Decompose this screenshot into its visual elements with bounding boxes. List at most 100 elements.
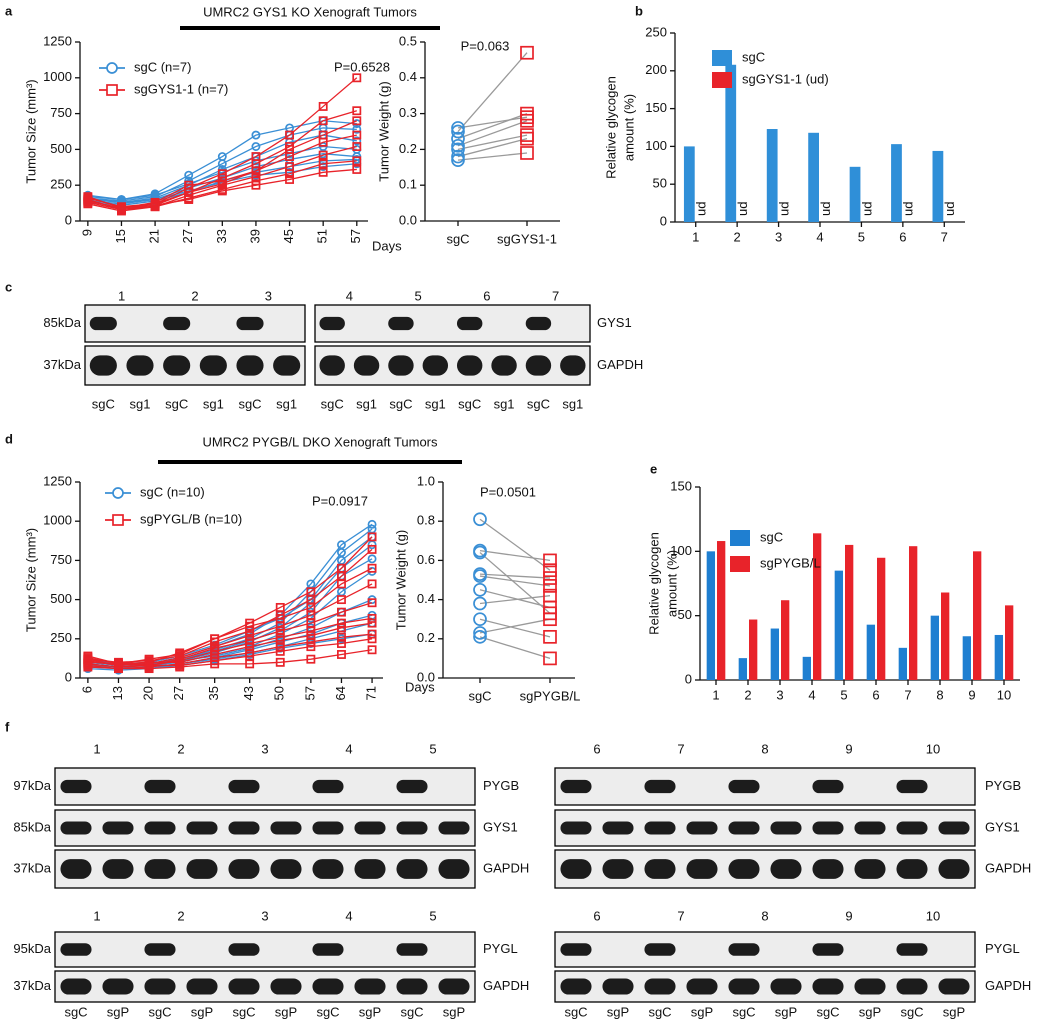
marker — [367, 613, 377, 623]
lane-group: 2 — [177, 741, 184, 756]
y-axis-label: Relative glycogen — [646, 532, 661, 635]
size-marker: 95kDa — [13, 941, 51, 956]
band — [60, 859, 92, 879]
x-tick-label: 43 — [241, 686, 256, 700]
marker — [306, 642, 316, 652]
size-marker: 37kDa — [13, 860, 51, 875]
band — [228, 779, 260, 794]
bar — [766, 129, 778, 222]
y-tick-label: 1.0 — [417, 473, 435, 488]
band — [186, 978, 218, 995]
x-tick-label: 1 — [692, 229, 699, 244]
marker — [543, 588, 557, 603]
marker — [337, 623, 346, 633]
protein-label: GAPDH — [597, 357, 643, 372]
lane-label: sg1 — [562, 396, 583, 411]
band — [396, 821, 428, 835]
band — [388, 316, 414, 331]
lane-label: sgC — [148, 1004, 171, 1019]
legend-swatch — [712, 50, 732, 66]
lane-group: 9 — [845, 908, 852, 923]
marker — [337, 632, 346, 642]
band — [228, 821, 260, 835]
y-axis-label: amount (%) — [664, 550, 679, 617]
lane-label: sgP — [691, 1004, 713, 1019]
band — [144, 943, 176, 956]
y-tick-label: 0.1 — [399, 177, 417, 192]
lane-label: sgC — [316, 1004, 339, 1019]
pair-line — [457, 120, 528, 147]
lane-label: sg1 — [130, 396, 151, 411]
band — [728, 821, 760, 835]
x-tick-label: 57 — [348, 229, 363, 243]
band — [812, 859, 844, 879]
y-tick-label: 100 — [670, 543, 692, 558]
pair-line — [457, 112, 528, 140]
marker — [543, 651, 557, 666]
bar — [834, 570, 843, 680]
marker — [83, 662, 93, 672]
marker — [352, 142, 362, 151]
marker — [367, 519, 377, 529]
band — [686, 821, 718, 835]
band — [388, 355, 414, 376]
x-tick-label: 5 — [858, 229, 865, 244]
lane-group: 7 — [552, 288, 559, 303]
marker — [245, 621, 255, 631]
lane-group: 1 — [93, 908, 100, 923]
bar — [683, 146, 695, 222]
marker — [251, 166, 261, 176]
marker — [473, 612, 487, 627]
band — [354, 978, 386, 995]
band — [312, 859, 344, 879]
marker — [245, 626, 255, 636]
marker — [451, 131, 465, 146]
y-tick-label: 1250 — [43, 473, 72, 488]
growth-line — [87, 622, 373, 667]
band — [163, 316, 191, 331]
marker — [83, 196, 93, 206]
band — [854, 859, 886, 879]
band — [144, 978, 176, 995]
marker — [251, 130, 261, 140]
annotation: P=0.0501 — [480, 484, 536, 499]
marker — [306, 631, 316, 641]
bar — [813, 533, 822, 680]
growth-line — [87, 638, 373, 668]
marker — [251, 180, 261, 190]
legend-marker — [106, 62, 118, 74]
marker — [318, 101, 328, 111]
lane-label: sgC — [458, 396, 481, 411]
band — [89, 316, 117, 331]
x-tick-label: 6 — [79, 686, 94, 693]
band — [270, 859, 302, 879]
bar — [891, 144, 902, 222]
legend-label: sgGYS1-1 (ud) — [742, 71, 829, 86]
lane-group: 4 — [345, 741, 352, 756]
band — [319, 316, 345, 331]
marker — [520, 106, 534, 121]
x-tick-label: 33 — [214, 229, 229, 243]
y-axis-label: amount (%) — [621, 94, 636, 161]
bar — [738, 658, 747, 680]
y-tick-label: 250 — [645, 24, 667, 39]
band — [60, 779, 92, 794]
x-tick-label: 13 — [110, 686, 125, 700]
marker — [367, 598, 377, 608]
band — [896, 978, 928, 995]
band — [102, 978, 134, 995]
legend-label: sgC — [742, 49, 765, 64]
x-tick-label: 1 — [712, 687, 719, 702]
band — [896, 779, 928, 794]
pair-line — [457, 116, 528, 129]
bar — [808, 132, 819, 222]
marker — [451, 142, 465, 157]
marker — [306, 637, 316, 647]
lane-group: 4 — [345, 908, 352, 923]
y-tick-label: 250 — [50, 177, 72, 192]
y-tick-label: 500 — [50, 141, 72, 156]
lane-group: 10 — [926, 741, 940, 756]
y-tick-label: 50 — [678, 607, 692, 622]
